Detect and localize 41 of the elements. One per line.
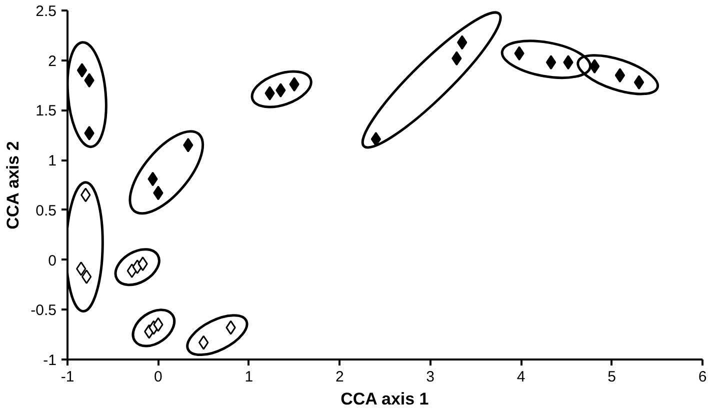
x-tick-label: 0 <box>154 368 162 386</box>
y-tick-label: -1 <box>43 352 57 369</box>
x-tick-label: 3 <box>426 368 435 386</box>
y-tick-label: 1 <box>48 152 56 170</box>
x-tick-label: 1 <box>244 368 254 386</box>
y-tick-label: 2 <box>48 52 56 70</box>
point <box>264 86 275 101</box>
y-tick-label: 1.5 <box>36 102 57 120</box>
point <box>81 269 92 284</box>
x-tick-label: 6 <box>698 368 707 386</box>
point <box>198 335 209 350</box>
point <box>76 262 86 276</box>
y-tick-label: 0 <box>48 252 56 270</box>
point <box>76 63 88 78</box>
x-tick-label: 4 <box>516 368 526 386</box>
point <box>226 320 236 335</box>
point <box>614 68 626 83</box>
point <box>514 46 524 61</box>
point <box>370 132 382 146</box>
point <box>634 75 644 90</box>
point <box>589 59 600 74</box>
y-tick-label: 0.5 <box>36 202 57 220</box>
point <box>80 188 91 202</box>
point <box>183 138 194 152</box>
point <box>457 35 468 50</box>
point <box>84 73 94 88</box>
point <box>289 77 300 92</box>
point <box>276 83 286 98</box>
y-tick-label: -0.5 <box>30 302 57 320</box>
point <box>563 55 574 70</box>
x-tick-label: -1 <box>60 368 74 386</box>
x-tick-label: 5 <box>608 368 616 386</box>
point <box>84 126 94 140</box>
y-axis-title: CCA axis 2 <box>4 141 23 230</box>
y-tick-label: 2.5 <box>36 3 57 20</box>
point <box>546 55 556 70</box>
point <box>153 186 164 200</box>
x-tick-label: 2 <box>335 368 344 386</box>
point <box>148 172 158 186</box>
x-axis-title: CCA axis 1 <box>340 390 429 408</box>
point <box>452 51 462 66</box>
